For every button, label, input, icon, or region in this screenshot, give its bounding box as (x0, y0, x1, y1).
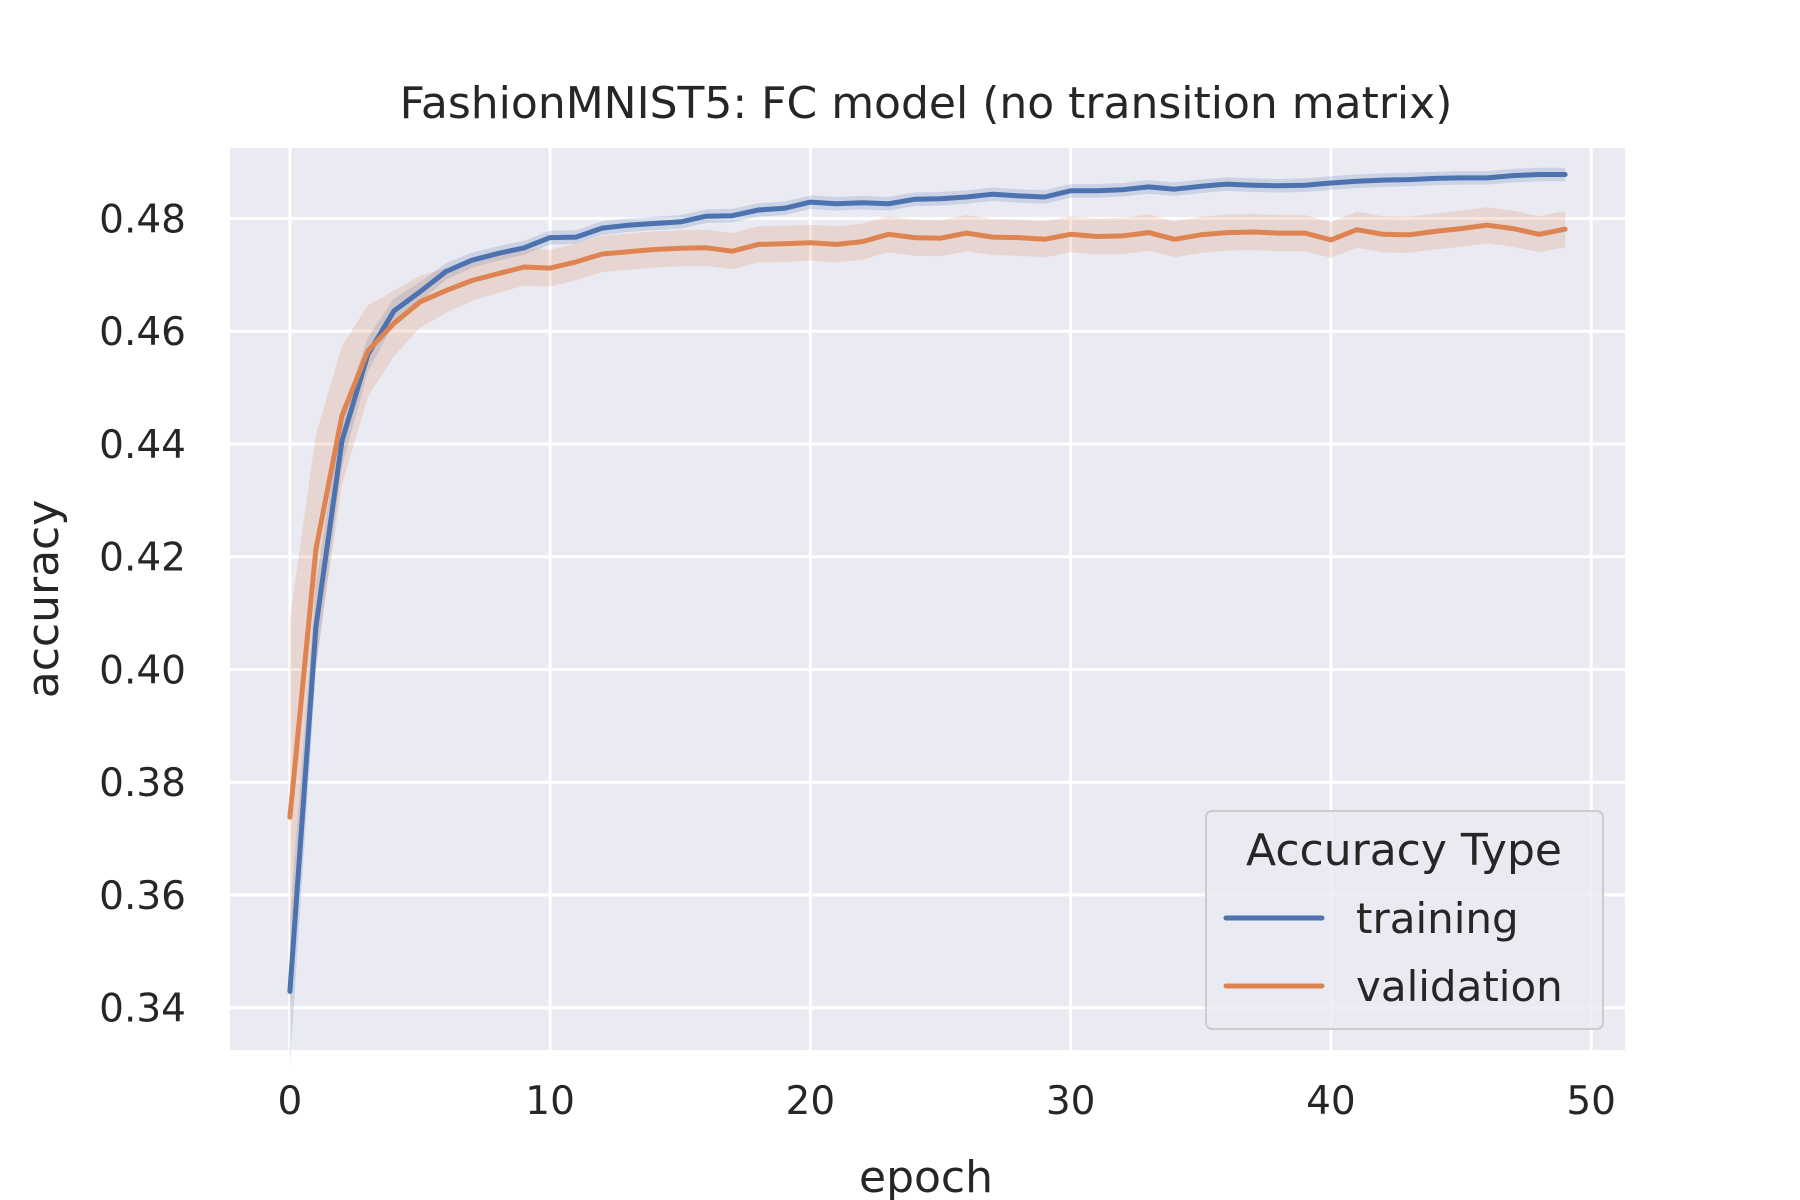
validation-line (287, 222, 1568, 820)
x-axis-label: epoch (859, 1152, 993, 1200)
legend-title: Accuracy Type (1246, 825, 1562, 876)
y-tick-label: 0.38 (99, 761, 186, 806)
confidence-bands (289, 167, 1566, 1066)
series-lines (287, 172, 1568, 994)
y-tick-label: 0.36 (99, 874, 186, 919)
y-tick-label: 0.40 (99, 648, 186, 693)
validation-confidence-band (289, 207, 1566, 1016)
x-tick-label: 0 (277, 1079, 302, 1124)
legend: Accuracy Type training validation (1205, 810, 1604, 1030)
legend-label-validation: validation (1356, 962, 1563, 1011)
y-axis-label: accuracy (18, 500, 69, 699)
chart-title: FashionMNIST5: FC model (no transition m… (400, 78, 1453, 129)
x-tick-label: 50 (1566, 1079, 1616, 1124)
x-tick-label: 20 (786, 1079, 836, 1124)
x-tick-label: 30 (1046, 1079, 1096, 1124)
y-tick-labels: 0.34 0.36 0.38 0.40 0.42 0.44 0.46 0.48 (99, 197, 186, 1031)
legend-box (1205, 810, 1604, 1030)
legend-label-training: training (1356, 894, 1519, 943)
grid-lines (230, 148, 1625, 1050)
x-tick-label: 10 (525, 1079, 575, 1124)
y-tick-label: 0.46 (99, 310, 186, 355)
x-tick-labels: 0 10 20 30 40 50 (277, 1079, 1616, 1124)
y-tick-label: 0.42 (99, 536, 186, 581)
training-line (287, 172, 1568, 994)
x-tick-label: 40 (1306, 1079, 1356, 1124)
y-tick-label: 0.44 (99, 423, 186, 468)
y-tick-label: 0.48 (99, 197, 186, 242)
y-tick-label: 0.34 (99, 987, 186, 1032)
